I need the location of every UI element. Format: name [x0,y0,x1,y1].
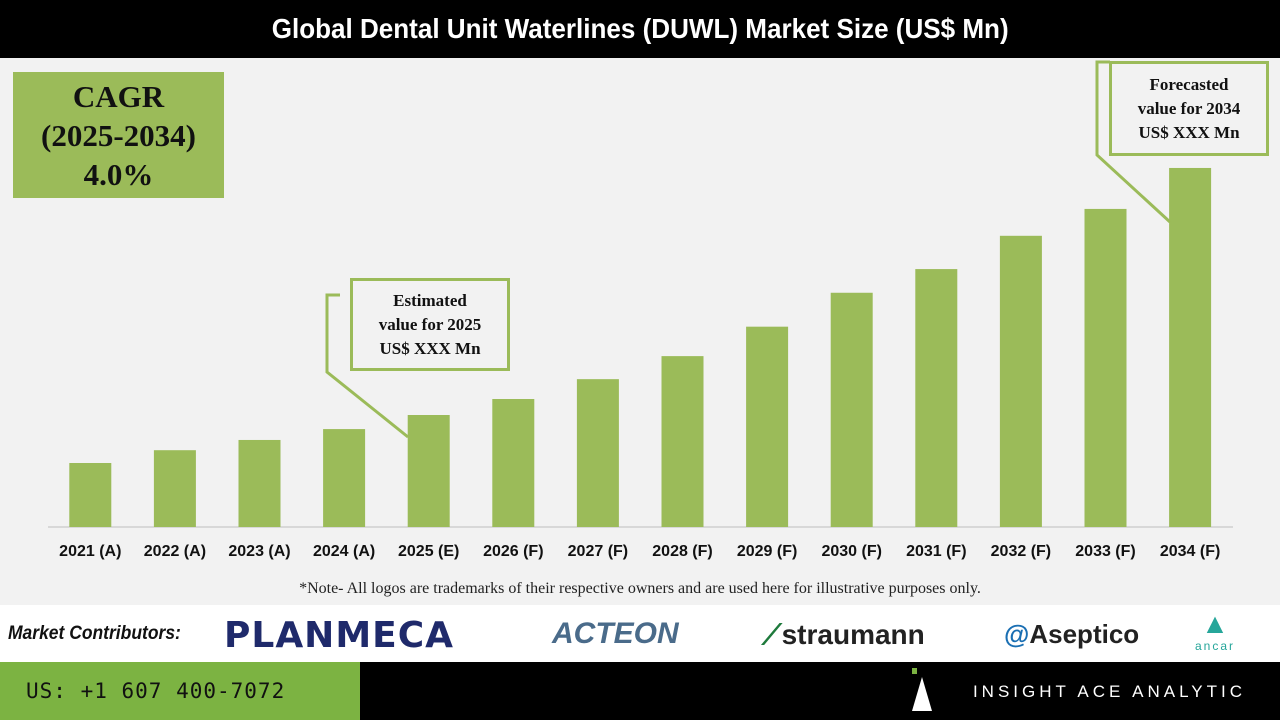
bar-2023 [238,439,281,527]
ancar-text: ancar [1194,639,1236,653]
brand-name: INSIGHT ACE ANALYTIC [972,682,1246,701]
bar-2026 [492,399,535,527]
callout-text: US$ XXX Mn [1138,122,1240,142]
x-tick-label: 2031 (F) [906,543,966,560]
straumann-text: straumann [781,619,925,650]
x-tick-label: 2033 (F) [1075,543,1135,560]
x-tick-label: 2023 (A) [228,543,290,560]
x-tick-label: 2021 (A) [59,543,121,560]
x-tick-label: 2027 (F) [568,543,628,560]
bar-2021 [69,463,112,527]
x-tick-label: 2025 (E) [398,543,459,560]
straumann-mark-icon: ⟋ [762,619,782,650]
x-tick-label: 2026 (F) [483,543,543,560]
callout-text: US$ XXX Mn [379,338,481,358]
straumann-logo: ⟋straumann [762,619,925,652]
bar-2032 [999,235,1042,528]
x-tick-label: 2022 (A) [144,543,206,560]
cagr-label: CAGR [72,78,165,114]
brand-bar: INSIGHT ACE ANALYTIC [360,662,1280,720]
bar-2025 [407,415,450,527]
bar-2033 [1084,208,1127,528]
estimated-callout-pointer [325,293,409,439]
aseptico-text: Aseptico [1029,619,1140,649]
bar-2031 [915,269,958,527]
callout-text: Forecasted [1149,74,1229,94]
acteon-logo: ACTEON [552,617,679,650]
brand-logo-icon [912,668,932,712]
x-tick-label: 2028 (F) [652,543,712,560]
planmeca-logo: PLANMECA [224,615,455,656]
aseptico-mark-icon: @ [1004,619,1030,649]
forecasted-callout: Forecasted value for 2034 US$ XXX Mn [1109,61,1269,156]
x-tick-label: 2024 (A) [313,543,375,560]
x-tick-label: 2030 (F) [821,543,881,560]
bar-2024 [323,429,366,527]
chart-title: Global Dental Unit Waterlines (DUWL) Mar… [0,0,1280,58]
ancar-mark-icon: ▲ [1201,608,1229,639]
x-tick-label: 2034 (F) [1160,543,1220,560]
trademark-note: *Note- All logos are trademarks of their… [299,580,981,597]
callout-text: Estimated [393,290,467,310]
forecasted-callout-pointer [1095,60,1172,224]
cagr-box: CAGR (2025-2034) 4.0% [13,72,224,198]
bar-2029 [746,326,789,527]
callout-text: value for 2034 [1137,98,1241,118]
ancar-logo: ▲ ancar [1182,608,1248,654]
x-tick-label: 2032 (F) [991,543,1051,560]
aseptico-logo: @Aseptico [1004,619,1139,650]
contributors-strip: Market Contributors: PLANMECA ACTEON ⟋st… [0,605,1280,662]
cagr-value: 4.0% [83,156,154,192]
contributors-label: Market Contributors: [8,623,181,644]
phone-number: US: +1 607 400-7072 [0,662,360,720]
x-tick-label: 2029 (F) [737,543,797,560]
bar-2027 [576,379,619,527]
bar-2030 [830,292,873,527]
cagr-period: (2025-2034) [41,117,196,153]
callout-text: value for 2025 [378,314,482,334]
bar-2034 [1169,167,1212,527]
bar-2028 [661,356,704,527]
chart-title-text: Global Dental Unit Waterlines (DUWL) Mar… [271,13,1009,44]
bar-2022 [153,450,196,527]
estimated-callout: Estimated value for 2025 US$ XXX Mn [350,278,510,371]
